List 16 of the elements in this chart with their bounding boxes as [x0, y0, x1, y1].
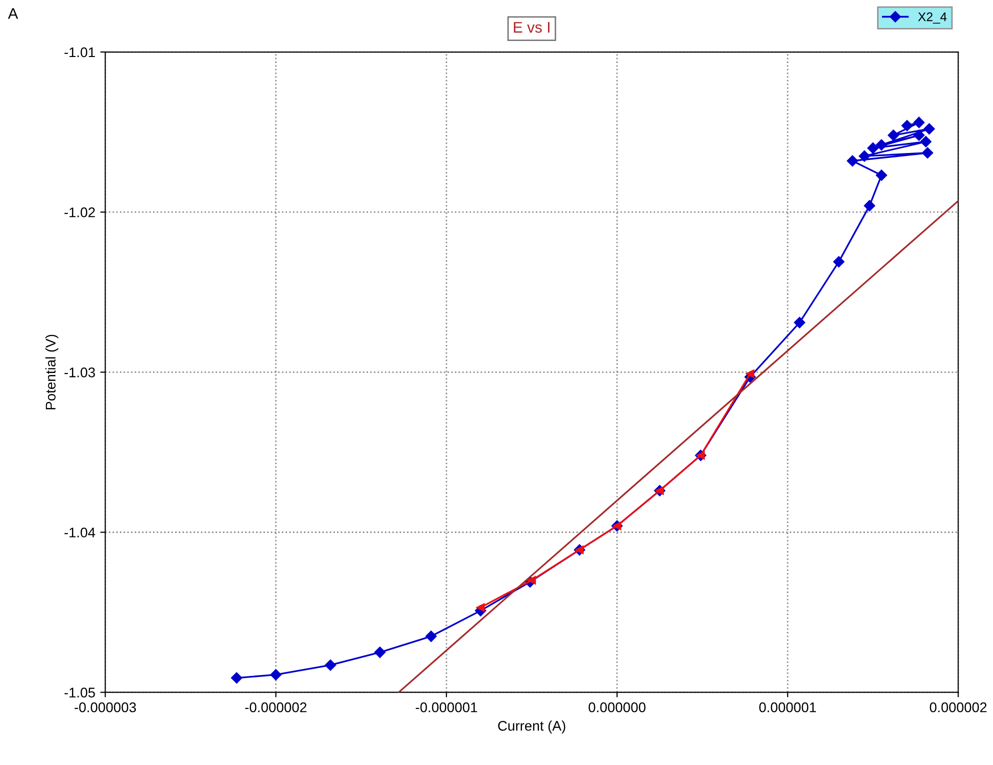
y-axis-title: Potential (V) [45, 334, 58, 410]
y-tick-label: -1.02 [64, 207, 95, 218]
y-tick-label: -1.04 [64, 528, 96, 538]
chart-title: E vs I [514, 22, 550, 33]
x-tick-label: -0.000001 [416, 702, 478, 712]
y-tick-label: -1.01 [64, 47, 95, 58]
x-tick-label: -0.000003 [74, 702, 136, 712]
y-tick-label: -1.05 [64, 688, 95, 698]
x-tick-label: -0.000002 [245, 702, 306, 712]
x-tick-label: 0.000002 [930, 702, 987, 712]
legend-label: X2_4 [918, 12, 947, 24]
x-tick-label: 0.000001 [759, 702, 816, 712]
x-axis-title: Current (A) [498, 720, 566, 734]
text: A [8, 8, 18, 19]
y-tick-label: -1.03 [64, 368, 95, 378]
x-tick-label: 0.000000 [588, 702, 646, 712]
